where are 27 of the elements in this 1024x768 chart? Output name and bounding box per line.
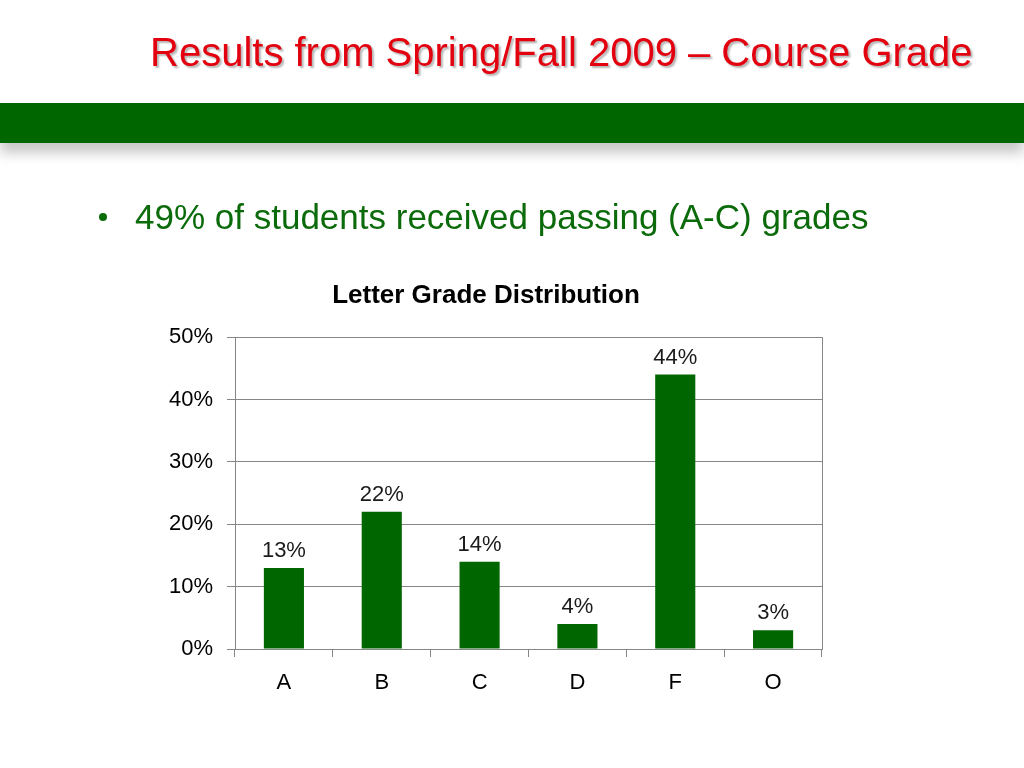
- bar: [655, 374, 696, 649]
- data-label: 13%: [261, 536, 306, 562]
- x-tick-label: B: [374, 669, 390, 695]
- data-label: 14%: [457, 530, 502, 556]
- y-tick-label: 40%: [168, 385, 213, 411]
- data-label: 22%: [359, 480, 404, 506]
- x-tick-label: A: [276, 669, 292, 695]
- bar: [459, 561, 500, 649]
- chart-title: Letter Grade Distribution: [332, 278, 640, 309]
- x-tick-label: F: [668, 669, 682, 695]
- x-tick-label: O: [764, 669, 782, 695]
- bar: [361, 511, 402, 649]
- y-tick-label: 10%: [168, 572, 213, 598]
- bar: [557, 624, 598, 649]
- y-tick-label: 50%: [168, 323, 213, 349]
- x-tick-label: D: [569, 669, 586, 695]
- text: Results from Spring/Fall 2009 – Course Grade: [150, 29, 973, 75]
- y-tick-label: 30%: [168, 447, 213, 473]
- x-tick-label: C: [471, 669, 488, 695]
- y-tick-label: 20%: [168, 510, 213, 536]
- data-label: 4%: [561, 593, 594, 619]
- y-tick-label: 0%: [181, 635, 213, 661]
- bar: [263, 567, 304, 649]
- bar: [753, 630, 794, 649]
- data-label: 44%: [653, 343, 698, 369]
- text: 49% of students received passing (A-C) grades: [135, 196, 869, 238]
- data-label: 3%: [757, 599, 789, 625]
